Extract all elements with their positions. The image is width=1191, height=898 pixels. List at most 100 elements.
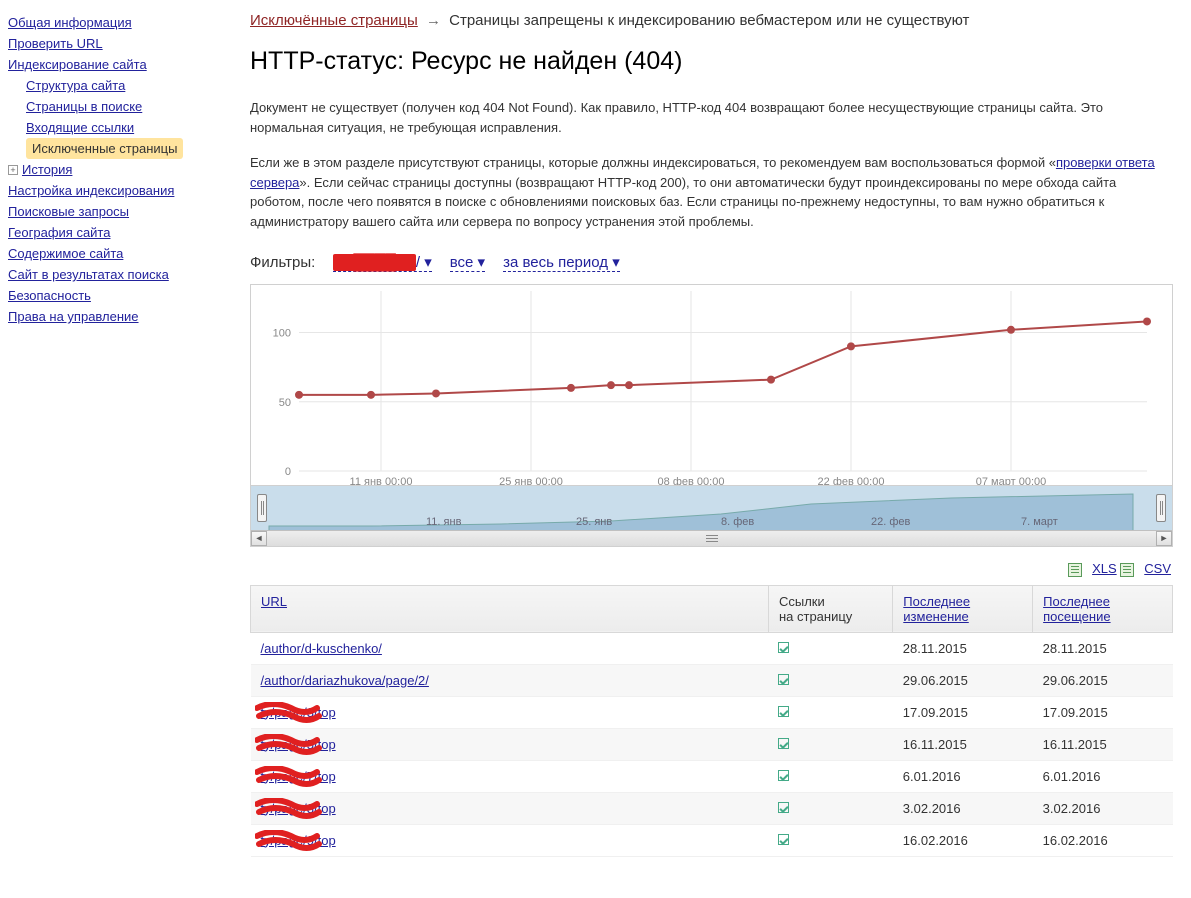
date-changed: 6.01.2016 [893, 760, 1033, 792]
sidebar-item-13[interactable]: Безопасность [8, 285, 195, 306]
th-changed: Последнееизменение [893, 585, 1033, 632]
csv-icon [1120, 563, 1134, 577]
th-links: Ссылкина страницу [768, 585, 892, 632]
date-visited: 3.02.2016 [1033, 792, 1173, 824]
chart-scrollbar[interactable]: ◄ ► [251, 530, 1172, 546]
sort-changed[interactable]: Последнееизменение [903, 594, 970, 624]
url-link[interactable]: /author/d-kuschenko/ [261, 641, 382, 656]
main-content: Исключённые страницы → Страницы запрещен… [195, 0, 1191, 857]
sidebar-item-12[interactable]: Сайт в результатах поиска [8, 264, 195, 285]
date-visited: 29.06.2015 [1033, 664, 1173, 696]
date-changed: 17.09.2015 [893, 696, 1033, 728]
table-row: ty/page/9/top 16.02.201616.02.2016 [251, 824, 1173, 856]
table-row: ty/page/8/top 3.02.20163.02.2016 [251, 792, 1173, 824]
breadcrumb: Исключённые страницы → Страницы запрещен… [250, 12, 1173, 29]
url-link[interactable]: ty/page/9/top [261, 833, 336, 848]
check-link-icon[interactable] [778, 706, 789, 717]
sidebar-item-14[interactable]: Права на управление [8, 306, 195, 327]
svg-text:11. янв: 11. янв [426, 516, 462, 528]
table-row: /author/d-kuschenko/28.11.201528.11.2015 [251, 632, 1173, 664]
export-bar: XLS CSV [252, 561, 1171, 577]
svg-text:08 фев 00:00: 08 фев 00:00 [658, 476, 725, 485]
sidebar-item-8[interactable]: Настройка индексирования [8, 180, 195, 201]
svg-text:50: 50 [279, 397, 291, 409]
date-changed: 3.02.2016 [893, 792, 1033, 824]
xls-icon [1068, 563, 1082, 577]
url-link[interactable]: ty/page/3/top [261, 705, 336, 720]
check-link-icon[interactable] [778, 642, 789, 653]
desc2-a: Если же в этом разделе присутствуют стра… [250, 155, 1056, 170]
sidebar-item-7[interactable]: История [22, 159, 72, 180]
sidebar-item-5[interactable]: Входящие ссылки [26, 117, 195, 138]
filters-bar: Фильтры: ████/ ▾ все ▾ за весь период ▾ [250, 253, 1173, 272]
svg-text:11 янв 00:00: 11 янв 00:00 [350, 476, 413, 485]
excluded-pages-table: URL Ссылкина страницу Последнееизменение… [250, 585, 1173, 857]
expand-icon[interactable]: + [8, 165, 18, 175]
scroll-left-button[interactable]: ◄ [251, 531, 267, 546]
sidebar: Общая информацияПроверить URLИндексирова… [0, 0, 195, 857]
url-link[interactable]: ty/page/5/top [261, 737, 336, 752]
filter-all[interactable]: все ▾ [450, 253, 485, 272]
description-1: Документ не существует (получен код 404 … [250, 98, 1173, 137]
chart-container: 05010011 янв 00:0025 янв 00:0008 фев 00:… [250, 284, 1173, 547]
table-row: ty/page/5/top 16.11.201516.11.2015 [251, 728, 1173, 760]
th-url: URL [251, 585, 769, 632]
sidebar-item-3[interactable]: Структура сайта [26, 75, 195, 96]
url-link[interactable]: /author/dariazhukova/page/2/ [261, 673, 429, 688]
desc2-b: ». Если сейчас страницы доступны (возвра… [250, 175, 1116, 229]
sidebar-item-1[interactable]: Проверить URL [8, 33, 195, 54]
breadcrumb-link[interactable]: Исключённые страницы [250, 12, 418, 29]
svg-text:25. янв: 25. янв [576, 516, 612, 528]
check-link-icon[interactable] [778, 674, 789, 685]
date-changed: 16.11.2015 [893, 728, 1033, 760]
sidebar-item-4[interactable]: Страницы в поиске [26, 96, 195, 117]
filter-period[interactable]: за весь период ▾ [503, 253, 620, 272]
scroll-right-button[interactable]: ► [1156, 531, 1172, 546]
scroll-grip-icon [706, 535, 718, 542]
date-visited: 28.11.2015 [1033, 632, 1173, 664]
filter-site[interactable]: ████/ ▾ [333, 253, 431, 272]
check-link-icon[interactable] [778, 738, 789, 749]
range-handle-left[interactable] [257, 494, 267, 522]
sidebar-item-10[interactable]: География сайта [8, 222, 195, 243]
page-title: HTTP-статус: Ресурс не найден (404) [250, 47, 1173, 76]
breadcrumb-arrow: → [426, 12, 441, 29]
date-changed: 16.02.2016 [893, 824, 1033, 856]
date-changed: 28.11.2015 [893, 632, 1033, 664]
sidebar-item-0[interactable]: Общая информация [8, 12, 195, 33]
main-chart[interactable]: 05010011 янв 00:0025 янв 00:0008 фев 00:… [251, 285, 1172, 485]
filters-label: Фильтры: [250, 254, 315, 271]
sidebar-item-6[interactable]: Исключенные страницы [26, 138, 183, 159]
breadcrumb-tail: Страницы запрещены к индексированию вебм… [449, 12, 969, 29]
date-changed: 29.06.2015 [893, 664, 1033, 696]
date-visited: 16.11.2015 [1033, 728, 1173, 760]
check-link-icon[interactable] [778, 770, 789, 781]
range-handle-right[interactable] [1156, 494, 1166, 522]
svg-text:22 фев 00:00: 22 фев 00:00 [818, 476, 885, 485]
sort-url[interactable]: URL [261, 594, 287, 609]
check-link-icon[interactable] [778, 834, 789, 845]
sort-visited[interactable]: Последнеепосещение [1043, 594, 1110, 624]
svg-text:8. фев: 8. фев [721, 516, 754, 528]
th-visited: Последнеепосещение [1033, 585, 1173, 632]
date-visited: 6.01.2016 [1033, 760, 1173, 792]
svg-text:07 март 00:00: 07 март 00:00 [976, 476, 1046, 485]
sidebar-item-9[interactable]: Поисковые запросы [8, 201, 195, 222]
url-link[interactable]: ty/page/7/top [261, 769, 336, 784]
svg-text:0: 0 [285, 466, 291, 478]
export-csv-link[interactable]: CSV [1144, 561, 1171, 576]
table-row: ty/page/3/top 17.09.201517.09.2015 [251, 696, 1173, 728]
sidebar-item-11[interactable]: Содержимое сайта [8, 243, 195, 264]
svg-text:22. фев: 22. фев [871, 516, 911, 528]
description-2: Если же в этом разделе присутствуют стра… [250, 153, 1173, 231]
url-link[interactable]: ty/page/8/top [261, 801, 336, 816]
svg-text:25 янв 00:00: 25 янв 00:00 [499, 476, 563, 485]
mini-chart[interactable]: 11. янв25. янв8. фев22. фев7. март [251, 485, 1172, 530]
date-visited: 16.02.2016 [1033, 824, 1173, 856]
date-visited: 17.09.2015 [1033, 696, 1173, 728]
check-link-icon[interactable] [778, 802, 789, 813]
table-row: ty/page/7/top 6.01.20166.01.2016 [251, 760, 1173, 792]
table-row: /author/dariazhukova/page/2/29.06.201529… [251, 664, 1173, 696]
sidebar-item-2[interactable]: Индексирование сайта [8, 54, 195, 75]
export-xls-link[interactable]: XLS [1092, 561, 1117, 576]
